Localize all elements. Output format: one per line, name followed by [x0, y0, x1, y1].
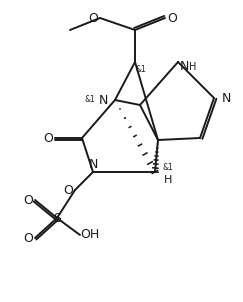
Text: H: H	[189, 62, 196, 72]
Text: OH: OH	[80, 229, 100, 242]
Text: S: S	[53, 211, 61, 224]
Text: O: O	[43, 131, 53, 144]
Text: O: O	[167, 11, 177, 24]
Text: O: O	[63, 184, 73, 197]
Text: H: H	[164, 175, 172, 185]
Text: O: O	[23, 232, 33, 245]
Text: N: N	[222, 92, 231, 104]
Text: O: O	[88, 11, 98, 24]
Text: N: N	[180, 60, 189, 73]
Text: &1: &1	[136, 66, 146, 75]
Text: N: N	[99, 94, 108, 107]
Text: O: O	[23, 194, 33, 207]
Text: &1: &1	[84, 95, 95, 104]
Text: &1: &1	[163, 162, 173, 172]
Text: N: N	[88, 159, 98, 172]
